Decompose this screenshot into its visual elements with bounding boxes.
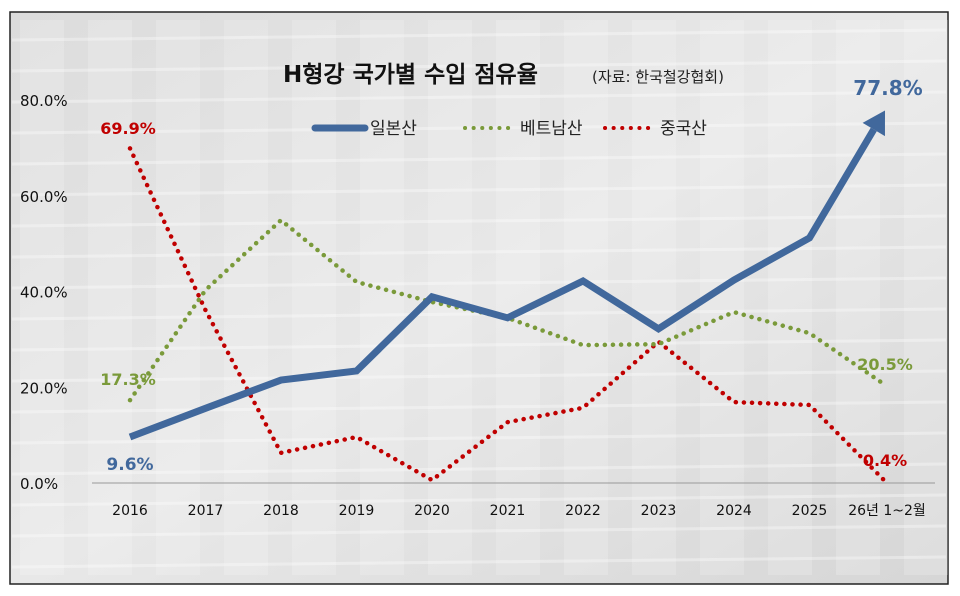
beam-shape [20, 20, 64, 575]
data-label: 69.9% [100, 119, 156, 138]
beam-edge [11, 431, 947, 445]
chart-frame [9, 11, 949, 585]
data-label: 9.6% [106, 455, 153, 475]
x-tick-label: 2016 [112, 503, 148, 519]
beam-shape [496, 20, 540, 575]
x-tick-label: 2019 [339, 503, 375, 519]
beam-shape [904, 20, 948, 575]
beam-edge [11, 462, 947, 476]
beam-shape [632, 20, 676, 575]
x-tick-label: 2023 [641, 503, 677, 519]
beam-shape [88, 20, 132, 575]
series-line-japan [128, 127, 877, 441]
legend-item: 베트남산 [463, 119, 583, 139]
beam-edge [11, 121, 947, 135]
beam-edge [11, 59, 947, 73]
data-label: 77.8% [853, 76, 922, 100]
x-tick-label: 2022 [565, 503, 601, 519]
x-tick-label: 2020 [414, 503, 450, 519]
beam-shape [292, 20, 336, 575]
x-tick-label: 2025 [792, 503, 828, 519]
beam-edge [11, 524, 947, 538]
data-label: 0.4% [863, 451, 907, 470]
y-tick-label: 40.0% [20, 284, 68, 302]
legend-item: 일본산 [311, 119, 417, 139]
beam-shape [564, 20, 608, 575]
series-line-vietnam [127, 217, 888, 403]
x-tick-label: 2024 [716, 503, 752, 519]
y-tick-label: 0.0% [20, 475, 58, 493]
legend-label: 중국산 [660, 119, 707, 139]
legend-label: 일본산 [370, 119, 417, 139]
data-label: 20.5% [857, 355, 913, 374]
chart-title: H형강 국가별 수입 점유율 [283, 62, 538, 88]
beam-edge [11, 214, 947, 228]
beam-shape [768, 20, 812, 575]
data-label: 17.3% [100, 370, 156, 389]
beam-shape [836, 20, 880, 575]
x-tick-label: 2017 [188, 503, 224, 519]
series-line-china [127, 146, 888, 484]
arrow-head [862, 110, 885, 137]
x-tick-label: 2018 [263, 503, 299, 519]
beam-shape [360, 20, 404, 575]
beam-edge [11, 183, 947, 197]
beam-edge [11, 276, 947, 290]
beam-edge [11, 90, 947, 104]
legend-item: 중국산 [603, 119, 707, 139]
x-tick-label: 26년 1~2월 [848, 503, 926, 519]
chart-subtitle: (자료: 한국철강협회) [592, 68, 724, 86]
beam-edge [11, 493, 947, 507]
beam-edge [11, 369, 947, 383]
beam-edge [11, 307, 947, 321]
beam-shape [156, 20, 200, 575]
beam-shape [224, 20, 268, 575]
x-tick-label: 2021 [490, 503, 526, 519]
y-tick-label: 80.0% [20, 92, 68, 110]
y-tick-label: 20.0% [20, 379, 68, 397]
beam-edge [11, 152, 947, 166]
beam-edge [11, 28, 947, 42]
y-tick-label: 60.0% [20, 188, 68, 206]
beam-edge [11, 555, 947, 569]
legend-label: 베트남산 [520, 119, 583, 139]
